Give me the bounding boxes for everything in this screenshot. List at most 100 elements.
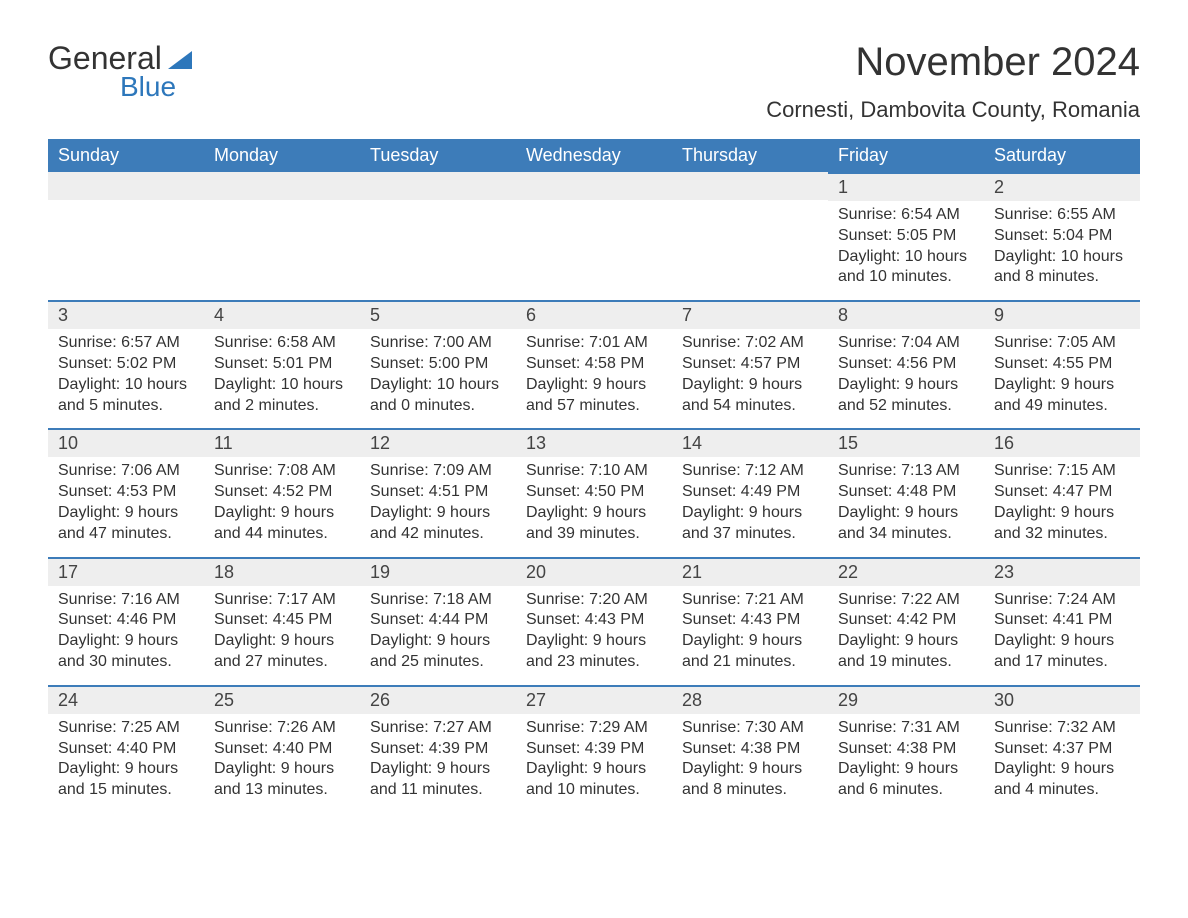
day-number: 20	[516, 557, 672, 586]
day-number: 19	[360, 557, 516, 586]
sunrise-text: Sunrise: 7:26 AM	[214, 718, 350, 739]
sunrise-text: Sunrise: 6:55 AM	[994, 205, 1130, 226]
sunset-text: Sunset: 4:48 PM	[838, 482, 974, 503]
day-number: 26	[360, 685, 516, 714]
weekday-header: Friday	[828, 139, 984, 172]
calendar-day-cell	[48, 172, 204, 300]
daylight-text: Daylight: 9 hours and 44 minutes.	[214, 503, 350, 545]
sunset-text: Sunset: 4:57 PM	[682, 354, 818, 375]
daylight-text: Daylight: 9 hours and 10 minutes.	[526, 759, 662, 801]
sunset-text: Sunset: 5:05 PM	[838, 226, 974, 247]
calendar-day-cell: 27Sunrise: 7:29 AMSunset: 4:39 PMDayligh…	[516, 685, 672, 813]
day-cell: 8Sunrise: 7:04 AMSunset: 4:56 PMDaylight…	[828, 300, 984, 428]
calendar-week-row: 3Sunrise: 6:57 AMSunset: 5:02 PMDaylight…	[48, 300, 1140, 428]
daylight-text: Daylight: 9 hours and 23 minutes.	[526, 631, 662, 673]
sunrise-text: Sunrise: 7:02 AM	[682, 333, 818, 354]
calendar-day-cell	[516, 172, 672, 300]
day-details: Sunrise: 7:08 AMSunset: 4:52 PMDaylight:…	[204, 457, 360, 544]
day-number: 25	[204, 685, 360, 714]
day-cell	[672, 172, 828, 298]
day-number: 23	[984, 557, 1140, 586]
day-cell: 3Sunrise: 6:57 AMSunset: 5:02 PMDaylight…	[48, 300, 204, 428]
sunset-text: Sunset: 5:02 PM	[58, 354, 194, 375]
day-details: Sunrise: 7:32 AMSunset: 4:37 PMDaylight:…	[984, 714, 1140, 801]
day-cell: 18Sunrise: 7:17 AMSunset: 4:45 PMDayligh…	[204, 557, 360, 685]
day-cell: 7Sunrise: 7:02 AMSunset: 4:57 PMDaylight…	[672, 300, 828, 428]
day-cell: 16Sunrise: 7:15 AMSunset: 4:47 PMDayligh…	[984, 428, 1140, 556]
calendar-day-cell	[204, 172, 360, 300]
daylight-text: Daylight: 10 hours and 8 minutes.	[994, 247, 1130, 289]
calendar-day-cell: 7Sunrise: 7:02 AMSunset: 4:57 PMDaylight…	[672, 300, 828, 428]
sunrise-text: Sunrise: 6:54 AM	[838, 205, 974, 226]
empty-day	[516, 172, 672, 200]
day-cell: 1Sunrise: 6:54 AMSunset: 5:05 PMDaylight…	[828, 172, 984, 300]
day-cell: 15Sunrise: 7:13 AMSunset: 4:48 PMDayligh…	[828, 428, 984, 556]
calendar-day-cell: 25Sunrise: 7:26 AMSunset: 4:40 PMDayligh…	[204, 685, 360, 813]
day-cell: 14Sunrise: 7:12 AMSunset: 4:49 PMDayligh…	[672, 428, 828, 556]
sunset-text: Sunset: 4:56 PM	[838, 354, 974, 375]
daylight-text: Daylight: 9 hours and 17 minutes.	[994, 631, 1130, 673]
day-number: 10	[48, 428, 204, 457]
sunset-text: Sunset: 4:53 PM	[58, 482, 194, 503]
day-details: Sunrise: 7:30 AMSunset: 4:38 PMDaylight:…	[672, 714, 828, 801]
day-details: Sunrise: 6:54 AMSunset: 5:05 PMDaylight:…	[828, 201, 984, 288]
day-number: 24	[48, 685, 204, 714]
daylight-text: Daylight: 9 hours and 34 minutes.	[838, 503, 974, 545]
sunrise-text: Sunrise: 7:29 AM	[526, 718, 662, 739]
weekday-header: Tuesday	[360, 139, 516, 172]
day-cell: 30Sunrise: 7:32 AMSunset: 4:37 PMDayligh…	[984, 685, 1140, 813]
daylight-text: Daylight: 9 hours and 11 minutes.	[370, 759, 506, 801]
sunset-text: Sunset: 4:39 PM	[526, 739, 662, 760]
day-cell	[360, 172, 516, 298]
sunset-text: Sunset: 4:38 PM	[838, 739, 974, 760]
sunset-text: Sunset: 4:41 PM	[994, 610, 1130, 631]
sunset-text: Sunset: 4:47 PM	[994, 482, 1130, 503]
daylight-text: Daylight: 9 hours and 13 minutes.	[214, 759, 350, 801]
sunset-text: Sunset: 4:49 PM	[682, 482, 818, 503]
sunset-text: Sunset: 4:55 PM	[994, 354, 1130, 375]
sunrise-text: Sunrise: 6:58 AM	[214, 333, 350, 354]
sunset-text: Sunset: 5:00 PM	[370, 354, 506, 375]
daylight-text: Daylight: 9 hours and 30 minutes.	[58, 631, 194, 673]
sunrise-text: Sunrise: 7:15 AM	[994, 461, 1130, 482]
day-cell: 11Sunrise: 7:08 AMSunset: 4:52 PMDayligh…	[204, 428, 360, 556]
day-details: Sunrise: 7:22 AMSunset: 4:42 PMDaylight:…	[828, 586, 984, 673]
sunset-text: Sunset: 5:01 PM	[214, 354, 350, 375]
daylight-text: Daylight: 10 hours and 2 minutes.	[214, 375, 350, 417]
sunrise-text: Sunrise: 7:10 AM	[526, 461, 662, 482]
day-details: Sunrise: 7:31 AMSunset: 4:38 PMDaylight:…	[828, 714, 984, 801]
day-cell: 22Sunrise: 7:22 AMSunset: 4:42 PMDayligh…	[828, 557, 984, 685]
sunrise-text: Sunrise: 7:16 AM	[58, 590, 194, 611]
weekday-header: Wednesday	[516, 139, 672, 172]
day-cell: 25Sunrise: 7:26 AMSunset: 4:40 PMDayligh…	[204, 685, 360, 813]
sunset-text: Sunset: 4:45 PM	[214, 610, 350, 631]
sunset-text: Sunset: 4:50 PM	[526, 482, 662, 503]
day-number: 9	[984, 300, 1140, 329]
weekday-header: Saturday	[984, 139, 1140, 172]
day-details: Sunrise: 7:24 AMSunset: 4:41 PMDaylight:…	[984, 586, 1140, 673]
day-cell: 6Sunrise: 7:01 AMSunset: 4:58 PMDaylight…	[516, 300, 672, 428]
sunrise-text: Sunrise: 7:04 AM	[838, 333, 974, 354]
sunset-text: Sunset: 4:44 PM	[370, 610, 506, 631]
calendar-day-cell	[360, 172, 516, 300]
sunrise-text: Sunrise: 7:27 AM	[370, 718, 506, 739]
sunset-text: Sunset: 4:46 PM	[58, 610, 194, 631]
day-details: Sunrise: 6:57 AMSunset: 5:02 PMDaylight:…	[48, 329, 204, 416]
page-header: General Blue November 2024 Cornesti, Dam…	[48, 40, 1140, 131]
day-number: 11	[204, 428, 360, 457]
sunset-text: Sunset: 4:40 PM	[58, 739, 194, 760]
sunset-text: Sunset: 4:40 PM	[214, 739, 350, 760]
day-number: 22	[828, 557, 984, 586]
calendar-day-cell: 17Sunrise: 7:16 AMSunset: 4:46 PMDayligh…	[48, 557, 204, 685]
daylight-text: Daylight: 9 hours and 27 minutes.	[214, 631, 350, 673]
day-details: Sunrise: 7:00 AMSunset: 5:00 PMDaylight:…	[360, 329, 516, 416]
sunrise-text: Sunrise: 7:22 AM	[838, 590, 974, 611]
day-details: Sunrise: 7:26 AMSunset: 4:40 PMDaylight:…	[204, 714, 360, 801]
day-details: Sunrise: 7:02 AMSunset: 4:57 PMDaylight:…	[672, 329, 828, 416]
day-details: Sunrise: 7:20 AMSunset: 4:43 PMDaylight:…	[516, 586, 672, 673]
sunset-text: Sunset: 4:51 PM	[370, 482, 506, 503]
day-number: 8	[828, 300, 984, 329]
calendar-body: 1Sunrise: 6:54 AMSunset: 5:05 PMDaylight…	[48, 172, 1140, 813]
day-details: Sunrise: 7:04 AMSunset: 4:56 PMDaylight:…	[828, 329, 984, 416]
day-details: Sunrise: 7:10 AMSunset: 4:50 PMDaylight:…	[516, 457, 672, 544]
